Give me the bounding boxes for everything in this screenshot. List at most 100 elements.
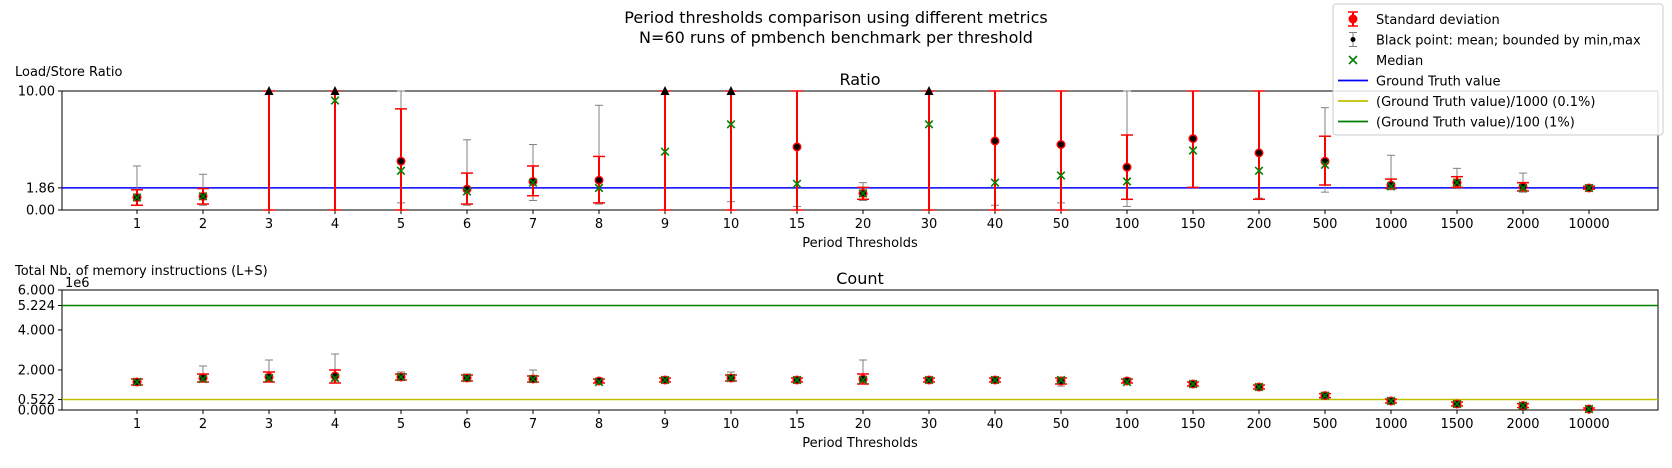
median-marker [396,372,406,382]
legend-median-swatch [1348,55,1358,65]
median-marker [1320,160,1330,170]
y-tick-label: 10.00 [18,85,55,100]
figure-title-line1: Period thresholds comparison using diffe… [624,8,1047,27]
y-axis-label: Load/Store Ratio [15,65,122,80]
median-marker [1386,181,1396,191]
median-marker [1188,379,1198,389]
median-marker [1122,377,1132,387]
mean-point [1190,135,1196,142]
x-tick-label: 4 [331,217,339,232]
mean-point [530,178,536,185]
median-marker [132,377,142,387]
clipped-mean-marker [330,86,340,95]
x-tick-label: 2 [199,417,207,432]
clipped-mean-marker [924,86,934,95]
median-marker [462,373,472,383]
mean-point [1520,183,1526,190]
x-axis-label: Period Thresholds [802,436,918,451]
x-tick-label: 1500 [1440,217,1473,232]
x-tick-label: 10 [723,417,740,432]
x-tick-label: 7 [529,417,537,432]
mean-point [1124,164,1130,171]
figure-title-line2: N=60 runs of pmbench benchmark per thres… [639,28,1033,47]
median-marker [1452,399,1462,409]
median-marker [132,193,142,202]
x-tick-label: 8 [595,217,603,232]
median-marker [1518,183,1528,193]
x-axis-label: Period Thresholds [802,236,918,251]
median-marker [528,178,538,187]
y-tick-label: 2.000 [18,364,55,379]
median-marker [726,119,736,129]
x-tick-label: 3 [265,217,273,232]
y-tick-label: 6.000 [18,284,55,299]
median-marker [1386,396,1396,406]
median-marker [660,375,670,385]
y-tick-label: 1.86 [26,181,55,196]
panel-title: Count [836,269,884,288]
median-marker [1452,178,1462,187]
legend-box [1332,3,1664,136]
panel-title: Ratio [839,70,880,89]
x-tick-label: 200 [1247,417,1272,432]
x-tick-label: 500 [1313,217,1338,232]
x-tick-label: 30 [921,417,938,432]
x-tick-label: 2000 [1506,217,1539,232]
x-tick-label: 3 [265,417,273,432]
y-axis-offset-label: 1e6 [65,276,90,291]
plot-frame [61,90,1659,211]
median-marker [726,373,736,383]
x-tick-label: 20 [855,417,872,432]
x-tick-label: 5 [397,417,405,432]
x-tick-label: 150 [1181,217,1206,232]
x-tick-label: 100 [1115,217,1140,232]
x-tick-label: 200 [1247,217,1272,232]
mean-point [992,137,998,144]
x-tick-label: 30 [921,217,938,232]
legend-mean-point [1350,37,1356,42]
median-marker [924,119,934,129]
clipped-mean-marker [660,86,670,95]
y-tick-label: 5.224 [18,299,55,314]
median-marker [1056,375,1066,385]
legend-label: Black point: mean; bounded by min,max [1376,34,1641,49]
legend-label: (Ground Truth value)/100 (1%) [1376,116,1575,131]
x-tick-label: 4 [331,417,339,432]
x-tick-label: 15 [789,417,806,432]
mean-point [1058,141,1064,148]
legend-std-point [1348,14,1358,24]
median-marker [198,191,208,201]
x-tick-label: 10000 [1568,217,1609,232]
x-tick-label: 40 [987,417,1004,432]
x-tick-label: 2 [199,217,207,232]
x-tick-label: 100 [1115,417,1140,432]
x-tick-label: 1000 [1374,217,1407,232]
mean-point [794,143,800,150]
median-marker [1254,382,1264,392]
median-marker [990,178,1000,187]
median-marker [462,187,472,196]
median-marker [594,183,604,193]
count-panel: Count Total Nb. of memory instructions (L… [14,264,1659,451]
median-marker [594,377,604,387]
y-tick-label: 0.00 [26,204,55,219]
x-tick-label: 1 [133,217,141,232]
legend-label: Standard deviation [1376,13,1500,28]
median-marker [924,375,934,385]
x-tick-label: 40 [987,217,1004,232]
median-marker [1518,401,1528,410]
median-marker [1584,404,1594,414]
x-tick-label: 50 [1053,217,1070,232]
y-tick-label: 4.000 [18,324,55,339]
legend-label: Ground Truth value [1376,75,1501,90]
median-marker [990,375,1000,385]
mean-point [1388,182,1394,189]
clipped-mean-marker [264,86,274,95]
median-marker [1056,171,1066,180]
x-tick-label: 50 [1053,417,1070,432]
x-tick-label: 1500 [1440,417,1473,432]
median-marker [792,179,802,189]
clipped-mean-marker [726,86,736,95]
legend-label: Median [1376,54,1423,69]
